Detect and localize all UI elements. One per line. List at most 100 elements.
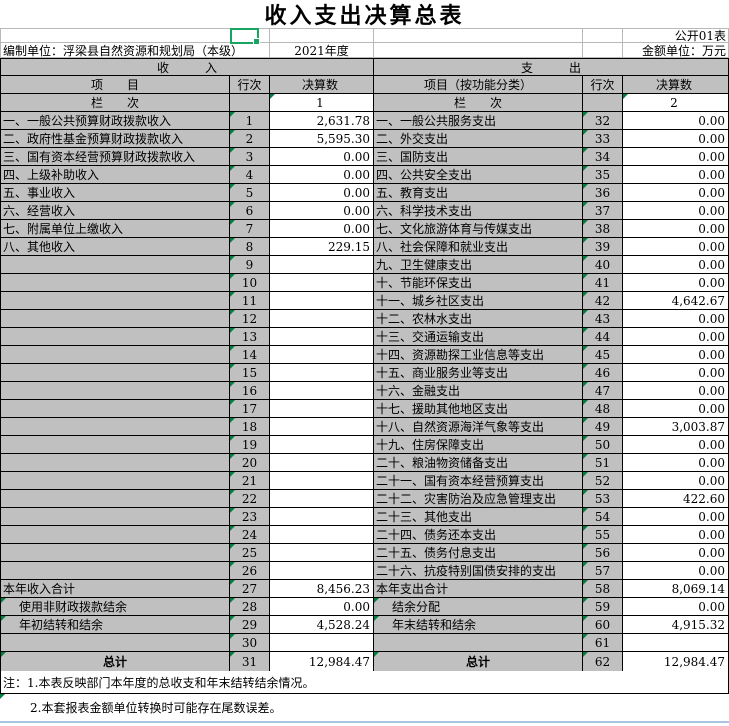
expense-line-cell[interactable]: 47 xyxy=(583,382,623,400)
income-item-cell[interactable] xyxy=(1,256,230,274)
income-item-cell[interactable] xyxy=(1,490,230,508)
income-value-cell[interactable] xyxy=(270,256,374,274)
income-line-cell[interactable]: 15 xyxy=(230,364,270,382)
income-line-cell[interactable]: 9 xyxy=(230,256,270,274)
expense-item-cell[interactable]: 十八、自然资源海洋气象等支出 xyxy=(374,418,583,436)
expense-line-cell[interactable]: 61 xyxy=(583,634,623,652)
expense-line-cell[interactable]: 34 xyxy=(583,148,623,166)
expense-item-cell[interactable]: 二十一、国有资本经营预算支出 xyxy=(374,472,583,490)
expense-value-cell[interactable]: 0.00 xyxy=(623,310,729,328)
income-value-cell[interactable] xyxy=(270,526,374,544)
income-value-cell[interactable] xyxy=(270,436,374,454)
income-value-header[interactable]: 决算数 xyxy=(270,76,374,94)
expense-item-cell[interactable]: 二十二、灾害防治及应急管理支出 xyxy=(374,490,583,508)
expense-value-cell[interactable]: 0.00 xyxy=(623,346,729,364)
income-line-cell[interactable]: 2 xyxy=(230,130,270,148)
expense-value-cell[interactable]: 0.00 xyxy=(623,400,729,418)
income-item-cell[interactable]: 三、国有资本经营预算财政拨款收入 xyxy=(1,148,230,166)
income-line-cell[interactable]: 11 xyxy=(230,292,270,310)
income-line-cell[interactable]: 31 xyxy=(230,652,270,672)
income-value-cell[interactable] xyxy=(270,382,374,400)
income-value-cell[interactable]: 5,595.30 xyxy=(270,130,374,148)
cell[interactable] xyxy=(583,29,623,42)
income-value-cell[interactable] xyxy=(270,634,374,652)
expense-line-header[interactable]: 行次 xyxy=(583,76,623,94)
expense-line-cell[interactable]: 50 xyxy=(583,436,623,454)
expense-item-cell[interactable]: 一、一般公共服务支出 xyxy=(374,112,583,130)
expense-value-cell[interactable]: 0.00 xyxy=(623,544,729,562)
expense-value-cell[interactable]: 0.00 xyxy=(623,202,729,220)
income-value-cell[interactable] xyxy=(270,418,374,436)
income-item-cell[interactable] xyxy=(1,292,230,310)
cell[interactable] xyxy=(583,43,623,57)
expense-item-cell[interactable]: 年末结转和结余 xyxy=(374,616,583,634)
expense-line-cell[interactable]: 48 xyxy=(583,400,623,418)
expense-line-cell[interactable]: 52 xyxy=(583,472,623,490)
expense-item-cell[interactable]: 十、节能环保支出 xyxy=(374,274,583,292)
expense-value-cell[interactable]: 0.00 xyxy=(623,112,729,130)
income-line-cell[interactable]: 7 xyxy=(230,220,270,238)
doc-number[interactable]: 公开01表 xyxy=(623,29,729,42)
expense-value-cell[interactable]: 0.00 xyxy=(623,508,729,526)
expense-item-cell[interactable]: 四、公共安全支出 xyxy=(374,166,583,184)
expense-value-cell[interactable]: 0.00 xyxy=(623,148,729,166)
income-item-cell[interactable] xyxy=(1,382,230,400)
income-line-cell[interactable]: 10 xyxy=(230,274,270,292)
expense-section-header[interactable]: 支 出 xyxy=(374,59,729,76)
income-item-cell[interactable]: 四、上级补助收入 xyxy=(1,166,230,184)
income-line-cell[interactable]: 18 xyxy=(230,418,270,436)
income-value-cell[interactable]: 12,984.47 xyxy=(270,652,374,672)
income-line-header[interactable]: 行次 xyxy=(230,76,270,94)
income-line-cell[interactable]: 26 xyxy=(230,562,270,580)
selection-box[interactable] xyxy=(230,28,260,45)
expense-item-cell[interactable]: 二十三、其他支出 xyxy=(374,508,583,526)
income-line-cell[interactable]: 3 xyxy=(230,148,270,166)
income-value-cell[interactable] xyxy=(270,274,374,292)
income-value-cell[interactable] xyxy=(270,328,374,346)
expense-line-cell[interactable]: 53 xyxy=(583,490,623,508)
expense-line-cell[interactable]: 43 xyxy=(583,310,623,328)
income-line-cell[interactable]: 27 xyxy=(230,580,270,598)
cell[interactable] xyxy=(0,29,270,42)
income-item-cell[interactable] xyxy=(1,544,230,562)
expense-value-cell[interactable]: 0.00 xyxy=(623,130,729,148)
income-value-cell[interactable] xyxy=(270,490,374,508)
expense-value-cell[interactable]: 8,069.14 xyxy=(623,580,729,598)
expense-line-cell[interactable]: 60 xyxy=(583,616,623,634)
income-item-header[interactable]: 项 目 xyxy=(1,76,230,94)
expense-value-cell[interactable]: 0.00 xyxy=(623,454,729,472)
income-value-cell[interactable]: 2,631.78 xyxy=(270,112,374,130)
income-line-cell[interactable]: 22 xyxy=(230,490,270,508)
amount-unit[interactable]: 金额单位：万元 xyxy=(623,43,729,57)
income-item-cell[interactable] xyxy=(1,274,230,292)
expense-item-cell[interactable]: 本年支出合计 xyxy=(374,580,583,598)
expense-item-cell[interactable]: 二、外交支出 xyxy=(374,130,583,148)
expense-item-cell[interactable]: 七、文化旅游体育与传媒支出 xyxy=(374,220,583,238)
income-item-cell[interactable] xyxy=(1,310,230,328)
income-item-cell[interactable] xyxy=(1,562,230,580)
expense-item-cell[interactable]: 二十六、抗疫特别国债安排的支出 xyxy=(374,562,583,580)
expense-line-cell[interactable]: 36 xyxy=(583,184,623,202)
income-line-cell[interactable]: 25 xyxy=(230,544,270,562)
income-value-cell[interactable] xyxy=(270,292,374,310)
income-value-cell[interactable]: 0.00 xyxy=(270,148,374,166)
expense-line-cell[interactable]: 45 xyxy=(583,346,623,364)
expense-line-cell[interactable]: 51 xyxy=(583,454,623,472)
expense-value-cell[interactable]: 0.00 xyxy=(623,256,729,274)
income-line-cell[interactable]: 1 xyxy=(230,112,270,130)
expense-line-cell[interactable]: 54 xyxy=(583,508,623,526)
expense-line-cell[interactable]: 46 xyxy=(583,364,623,382)
expense-item-cell[interactable]: 总计 xyxy=(374,652,583,672)
income-line-cell[interactable]: 16 xyxy=(230,382,270,400)
income-value-cell[interactable] xyxy=(270,400,374,418)
income-line-cell[interactable]: 5 xyxy=(230,184,270,202)
expense-value-cell[interactable]: 3,003.87 xyxy=(623,418,729,436)
expense-item-cell[interactable]: 十六、金融支出 xyxy=(374,382,583,400)
expense-value-cell[interactable]: 0.00 xyxy=(623,382,729,400)
income-line-cell[interactable]: 14 xyxy=(230,346,270,364)
expense-item-cell[interactable]: 十二、农林水支出 xyxy=(374,310,583,328)
income-value-cell[interactable] xyxy=(270,310,374,328)
expense-line-cell[interactable]: 40 xyxy=(583,256,623,274)
income-line-cell[interactable]: 12 xyxy=(230,310,270,328)
income-item-cell[interactable]: 五、事业收入 xyxy=(1,184,230,202)
